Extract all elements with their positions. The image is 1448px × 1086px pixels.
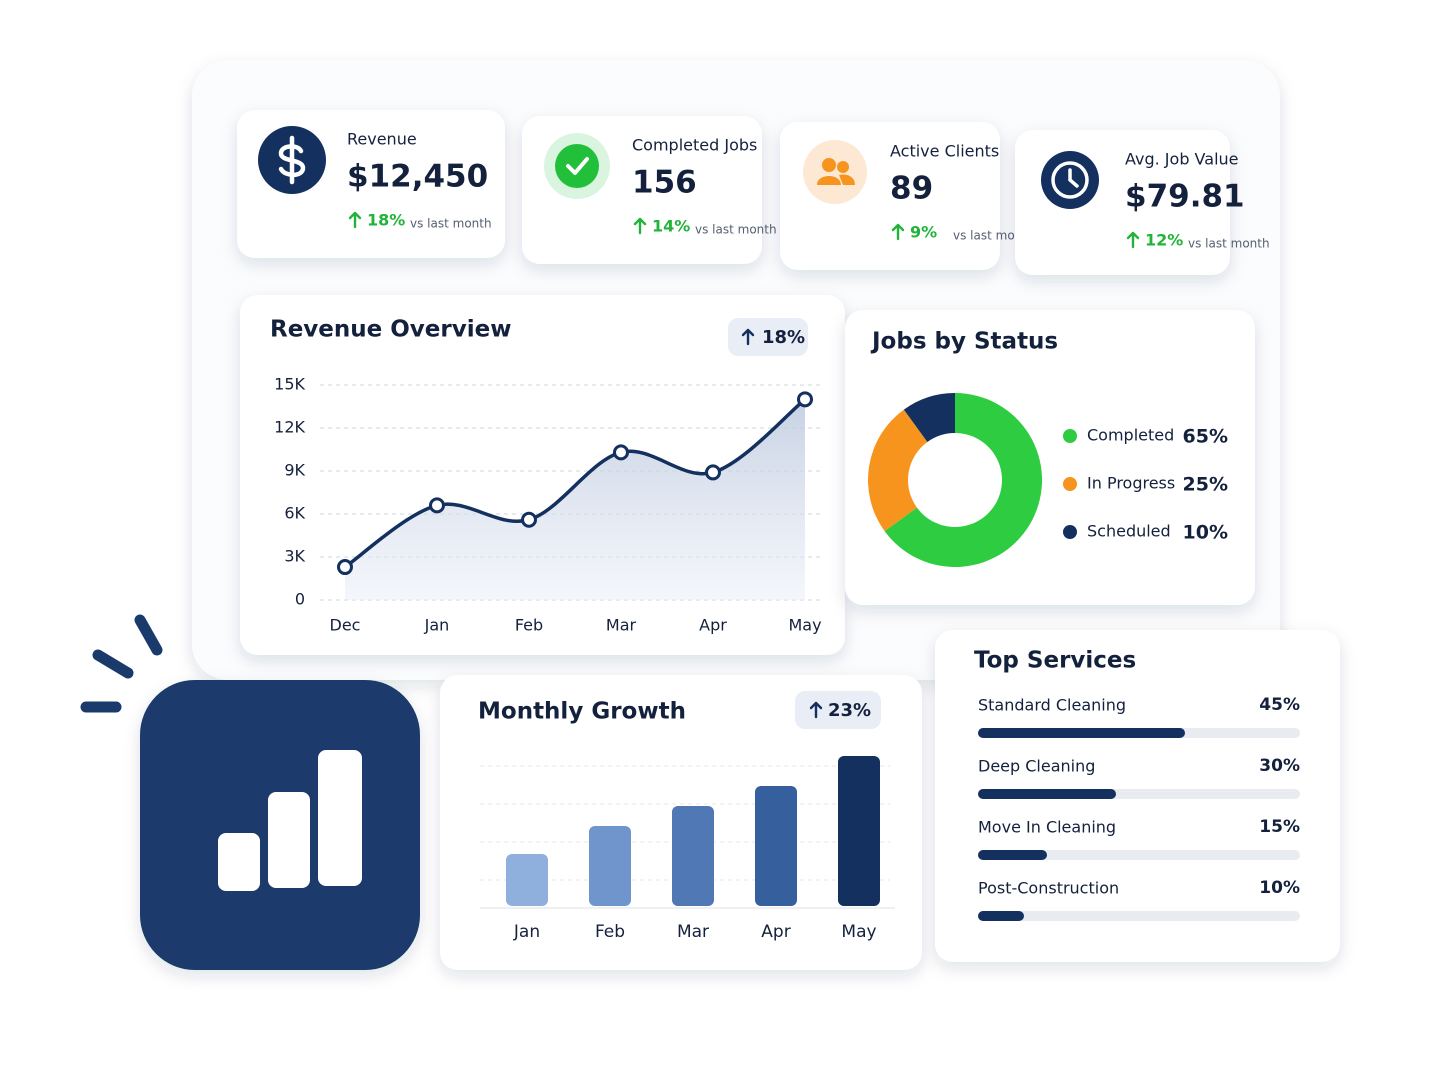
x-tick-label: Apr	[761, 922, 790, 942]
value-label: 65%	[1183, 426, 1228, 448]
kpi-change: 14%	[652, 217, 690, 236]
people-icon	[817, 174, 855, 185]
donut-segment	[903, 393, 955, 442]
badge-text: 18%	[762, 327, 805, 348]
x-tick-label: Jan	[424, 616, 450, 635]
kpi-label: Active Clients	[890, 142, 999, 161]
point	[797, 391, 813, 408]
kpi-label: Avg. Job Value	[1125, 150, 1239, 169]
track	[978, 911, 1300, 921]
point	[705, 464, 721, 481]
point	[521, 511, 537, 528]
badge	[795, 691, 881, 729]
up-arrow	[348, 211, 362, 229]
bar	[506, 854, 548, 906]
chart-title: Revenue Overview	[270, 317, 511, 343]
kpi-value: 156	[632, 165, 697, 201]
x-tick-label: Feb	[515, 616, 543, 635]
x-tick-label: Mar	[677, 922, 709, 942]
clock-hands	[1068, 168, 1079, 188]
legend-label: In Progress	[1087, 474, 1175, 493]
progress-bar	[978, 728, 1185, 738]
icon-bg	[803, 140, 867, 204]
chart-title: Jobs by Status	[870, 329, 1058, 355]
value-label: 45%	[1259, 695, 1300, 715]
dollar-icon	[278, 135, 306, 185]
up-arrow	[891, 223, 905, 241]
kpi-label: Revenue	[347, 130, 417, 149]
progress-bar	[978, 911, 1024, 921]
value-label: 30%	[1259, 756, 1300, 776]
y-tick-label: 3K	[284, 547, 305, 566]
kpi-change: 18%	[367, 211, 405, 230]
point	[429, 497, 445, 514]
value-label: 15%	[1259, 817, 1300, 837]
badge	[728, 318, 808, 356]
progress-bar	[978, 850, 1047, 860]
kpi-value: $79.81	[1125, 179, 1245, 215]
y-tick-label: 6K	[284, 504, 305, 523]
badge-text: 23%	[828, 700, 871, 721]
check-icon	[566, 157, 589, 175]
value-label: 10%	[1183, 522, 1228, 544]
up-arrow	[1126, 231, 1140, 249]
chart-title: Top Services	[974, 648, 1136, 674]
x-tick-label: Feb	[595, 922, 625, 942]
x-tick-label: Apr	[699, 616, 727, 635]
legend-dot	[1063, 477, 1077, 491]
point	[337, 559, 353, 576]
x-tick-label: May	[788, 616, 821, 635]
progress-bar	[978, 789, 1116, 799]
service-label: Move In Cleaning	[978, 818, 1116, 837]
service-label: Deep Cleaning	[978, 757, 1095, 776]
service-label: Standard Cleaning	[978, 696, 1126, 715]
bar	[672, 806, 714, 906]
kpi-note: vs last month	[953, 229, 1035, 243]
legend-label: Completed	[1087, 426, 1174, 445]
x-tick-label: Dec	[330, 616, 361, 635]
x-tick-label: May	[841, 922, 876, 942]
legend-dot	[1063, 525, 1077, 539]
app-icon	[80, 614, 420, 970]
legend-dot	[1063, 429, 1077, 443]
value-label: 10%	[1259, 878, 1300, 898]
clock-face	[1051, 161, 1089, 199]
bar	[838, 756, 880, 906]
icon-bg	[555, 144, 599, 188]
kpi-note: vs last month	[1188, 237, 1270, 251]
kpi-note: vs last month	[410, 217, 492, 231]
person-icon	[837, 161, 849, 173]
y-tick-label: 12K	[274, 418, 305, 437]
up-arrow	[741, 328, 755, 346]
kpi-value: $12,450	[347, 159, 488, 195]
chart-title: Monthly Growth	[478, 699, 686, 725]
track	[978, 850, 1300, 860]
bar	[755, 786, 797, 906]
service-label: Post-Construction	[978, 879, 1119, 898]
kpi-label: Completed Jobs	[632, 136, 757, 155]
x-tick-label: Mar	[606, 616, 637, 635]
kpi-value: 89	[890, 171, 933, 207]
y-tick-label: 0	[295, 590, 305, 609]
donut-segment	[868, 409, 928, 532]
kpi-change: 9%	[910, 223, 937, 242]
legend-label: Scheduled	[1087, 522, 1171, 541]
kpi-change: 12%	[1145, 231, 1183, 250]
line	[344, 397, 807, 569]
up-arrow	[633, 217, 647, 235]
area-fill	[345, 399, 805, 600]
donut-segment	[884, 393, 1042, 568]
up-arrow	[809, 701, 823, 719]
person-icon	[822, 158, 836, 172]
y-tick-label: 9K	[284, 461, 305, 480]
y-tick-label: 15K	[274, 375, 305, 394]
x-tick-label: Jan	[513, 922, 540, 942]
point	[613, 444, 629, 461]
kpi-note: vs last month	[695, 223, 777, 237]
value-label: 25%	[1183, 474, 1228, 496]
bar	[589, 826, 631, 906]
